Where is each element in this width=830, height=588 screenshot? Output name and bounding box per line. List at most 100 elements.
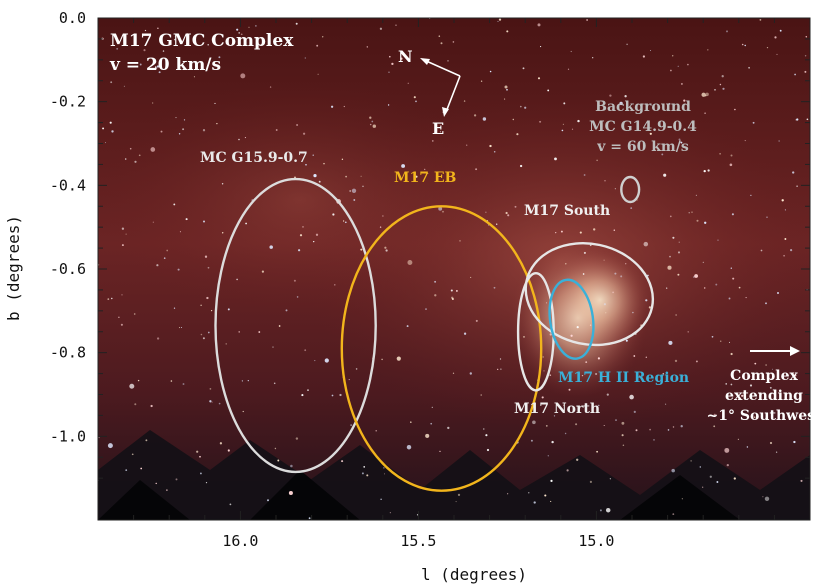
star — [439, 131, 441, 133]
star — [447, 60, 449, 62]
star — [731, 213, 734, 216]
star — [152, 221, 154, 223]
star — [415, 100, 417, 103]
star — [214, 102, 216, 104]
star — [111, 130, 114, 133]
star — [605, 312, 607, 314]
star — [455, 289, 458, 292]
star — [668, 102, 671, 105]
star — [143, 49, 146, 52]
star — [724, 447, 730, 453]
star — [102, 127, 105, 130]
star — [566, 469, 569, 472]
star — [105, 142, 106, 144]
star — [571, 128, 574, 130]
star — [586, 19, 588, 21]
east-arrowhead — [442, 107, 449, 117]
star — [614, 272, 617, 275]
star — [576, 326, 579, 329]
star — [680, 141, 683, 144]
star — [206, 296, 209, 300]
regions — [214, 175, 655, 492]
star — [160, 130, 163, 133]
star — [139, 63, 142, 66]
star — [699, 466, 702, 468]
star — [485, 434, 488, 437]
star — [339, 393, 342, 397]
star — [626, 43, 628, 46]
star — [514, 205, 517, 208]
star — [533, 501, 536, 504]
star — [204, 255, 208, 258]
star — [129, 383, 135, 389]
star — [806, 118, 809, 121]
star — [455, 501, 457, 503]
star — [170, 380, 173, 382]
star — [207, 331, 210, 334]
star — [272, 346, 274, 348]
star — [754, 362, 757, 365]
star — [741, 43, 744, 46]
star — [341, 158, 344, 160]
star — [691, 211, 693, 213]
star — [152, 102, 154, 104]
star — [413, 96, 416, 99]
star — [440, 42, 443, 45]
star — [759, 18, 762, 21]
star — [156, 337, 160, 340]
star — [764, 496, 770, 502]
star — [498, 18, 502, 21]
star — [633, 410, 636, 414]
star — [713, 425, 716, 428]
star — [466, 144, 468, 146]
star — [505, 211, 508, 215]
star — [109, 121, 112, 124]
star — [719, 340, 722, 343]
star — [227, 449, 230, 452]
label-complex-line-3: ~1° Southwest — [707, 408, 822, 424]
label-complex-line-2: extending — [725, 388, 803, 404]
star — [541, 396, 544, 399]
label-m17-hii: M17 H II Region — [558, 370, 689, 386]
star — [463, 332, 467, 335]
star — [238, 138, 240, 141]
star — [296, 296, 299, 298]
star — [216, 122, 218, 125]
star — [726, 463, 729, 467]
star — [749, 384, 753, 387]
star — [744, 140, 746, 142]
star — [493, 150, 496, 153]
star — [752, 121, 755, 124]
star — [615, 419, 617, 422]
star — [672, 55, 674, 57]
star — [576, 458, 579, 461]
star — [592, 57, 594, 59]
star — [175, 478, 178, 481]
star — [145, 439, 148, 442]
star — [553, 415, 556, 417]
star — [175, 117, 177, 119]
star — [530, 439, 533, 442]
star — [470, 276, 472, 278]
star — [551, 440, 554, 444]
star — [625, 263, 627, 265]
star — [605, 507, 611, 513]
star — [547, 89, 550, 92]
star — [155, 482, 157, 485]
star — [549, 374, 552, 377]
star — [642, 55, 646, 58]
star — [648, 306, 652, 309]
star — [583, 174, 586, 176]
region-mc-g15-9-0-7 — [214, 177, 377, 474]
star — [389, 512, 391, 514]
region-m17-eb — [340, 205, 543, 492]
star — [744, 44, 746, 47]
star — [296, 123, 299, 127]
label-m17-eb: M17 EB — [394, 170, 457, 186]
star — [762, 496, 764, 498]
star — [355, 368, 358, 370]
star — [360, 248, 363, 251]
star — [805, 36, 808, 38]
star — [140, 467, 143, 470]
star — [406, 444, 412, 450]
